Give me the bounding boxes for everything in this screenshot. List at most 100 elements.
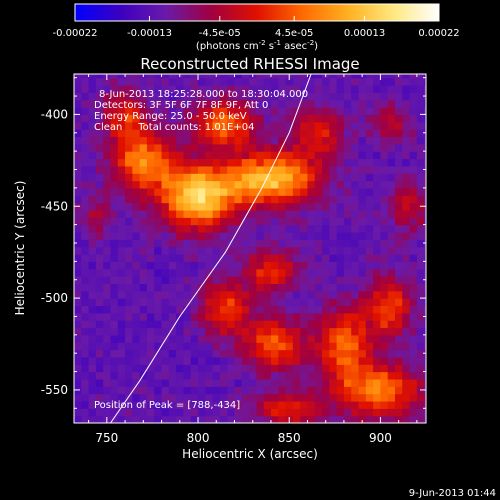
heatmap-cell — [161, 85, 170, 93]
heatmap-cell — [110, 386, 119, 395]
heatmap-cell — [212, 195, 221, 204]
heatmap-cell — [227, 364, 236, 373]
heatmap-cell — [117, 180, 126, 189]
heatmap-cell — [373, 283, 382, 292]
heatmap-cell — [168, 165, 177, 174]
heatmap-cell — [198, 283, 206, 292]
heatmap-cell — [285, 356, 294, 365]
heatmap-cell — [110, 151, 119, 160]
heatmap-cell — [285, 261, 294, 270]
heatmap-cell — [314, 74, 323, 79]
heatmap-cell — [110, 173, 119, 182]
heatmap-cell — [146, 77, 155, 86]
heatmap-cell — [154, 334, 163, 343]
heatmap-cell — [300, 320, 309, 329]
heatmap-cell — [409, 246, 418, 255]
heatmap-cell — [125, 224, 133, 233]
heatmap-cell — [351, 283, 360, 292]
heatmap-cell — [402, 129, 411, 138]
heatmap-cell — [139, 85, 148, 93]
heatmap-cell — [190, 261, 199, 270]
heatmap-cell — [285, 151, 294, 160]
heatmap-cell — [190, 187, 199, 196]
heatmap-cell — [300, 386, 309, 395]
heatmap-cell — [373, 121, 382, 130]
heatmap-cell — [256, 121, 265, 130]
heatmap-cell — [198, 356, 206, 365]
heatmap-cell — [278, 305, 287, 314]
heatmap-cell — [241, 393, 250, 402]
heatmap-cell — [234, 371, 243, 380]
heatmap-cell — [161, 74, 170, 79]
heatmap-cell — [394, 320, 403, 329]
heatmap-cell — [176, 393, 185, 402]
heatmap-cell — [125, 195, 133, 204]
heatmap-cell — [322, 239, 330, 248]
heatmap-cell — [263, 276, 272, 284]
heatmap-cell — [380, 393, 389, 402]
heatmap-cell — [300, 187, 309, 196]
heatmap-cell — [176, 85, 185, 93]
heatmap-cell — [146, 92, 155, 101]
heatmap-cell — [351, 92, 360, 101]
heatmap-cell — [416, 107, 425, 116]
heatmap-cell — [373, 180, 382, 189]
heatmap-cell — [146, 415, 155, 423]
heatmap-cell — [219, 92, 228, 101]
heatmap-cell — [81, 239, 90, 248]
heatmap-cell — [176, 246, 185, 255]
heatmap-cell — [336, 305, 345, 314]
heatmap-cell — [373, 85, 382, 93]
heatmap-cell — [380, 290, 389, 299]
heatmap-cell — [249, 268, 257, 277]
heatmap-cell — [125, 283, 133, 292]
heatmap-cell — [329, 254, 338, 262]
heatmap-cell — [380, 158, 389, 167]
heatmap-cell — [409, 327, 418, 336]
heatmap-cell — [103, 158, 112, 167]
heatmap-cell — [256, 114, 265, 123]
heatmap-cell — [373, 356, 382, 365]
heatmap-cell — [117, 371, 126, 380]
heatmap-cell — [292, 393, 301, 402]
heatmap-cell — [307, 378, 316, 387]
heatmap-cell — [168, 415, 177, 423]
heatmap-cell — [402, 136, 411, 145]
heatmap-cell — [263, 143, 272, 152]
heatmap-cell — [256, 378, 265, 387]
heatmap-cell — [212, 107, 221, 116]
heatmap-cell — [314, 173, 323, 182]
heatmap-cell — [263, 415, 272, 423]
heatmap-cell — [292, 187, 301, 196]
heatmap-cell — [314, 92, 323, 101]
heatmap-cell — [81, 173, 90, 182]
heatmap-cell — [322, 151, 330, 160]
heatmap-cell — [146, 151, 155, 160]
heatmap-cell — [161, 239, 170, 248]
heatmap-cell — [292, 261, 301, 270]
heatmap-cell — [198, 400, 206, 409]
heatmap-cell — [380, 180, 389, 189]
heatmap-cell — [329, 371, 338, 380]
heatmap-cell — [103, 209, 112, 218]
heatmap-cell — [88, 268, 97, 277]
heatmap-cell — [176, 254, 185, 262]
heatmap-cell — [117, 378, 126, 387]
heatmap-cell — [270, 283, 279, 292]
heatmap-cell — [343, 408, 352, 417]
heatmap-cell — [117, 327, 126, 336]
heatmap-cell — [263, 151, 272, 160]
heatmap-cell — [380, 415, 389, 423]
heatmap-cell — [270, 151, 279, 160]
heatmap-cell — [416, 195, 425, 204]
heatmap-cell — [198, 320, 206, 329]
heatmap-cell — [278, 74, 287, 79]
heatmap-cell — [117, 151, 126, 160]
heatmap-cell — [234, 151, 243, 160]
heatmap-cell — [351, 151, 360, 160]
heatmap-cell — [88, 114, 97, 123]
heatmap-cell — [219, 165, 228, 174]
heatmap-cell — [132, 334, 141, 343]
heatmap-cell — [402, 99, 411, 108]
heatmap-cell — [227, 77, 236, 86]
